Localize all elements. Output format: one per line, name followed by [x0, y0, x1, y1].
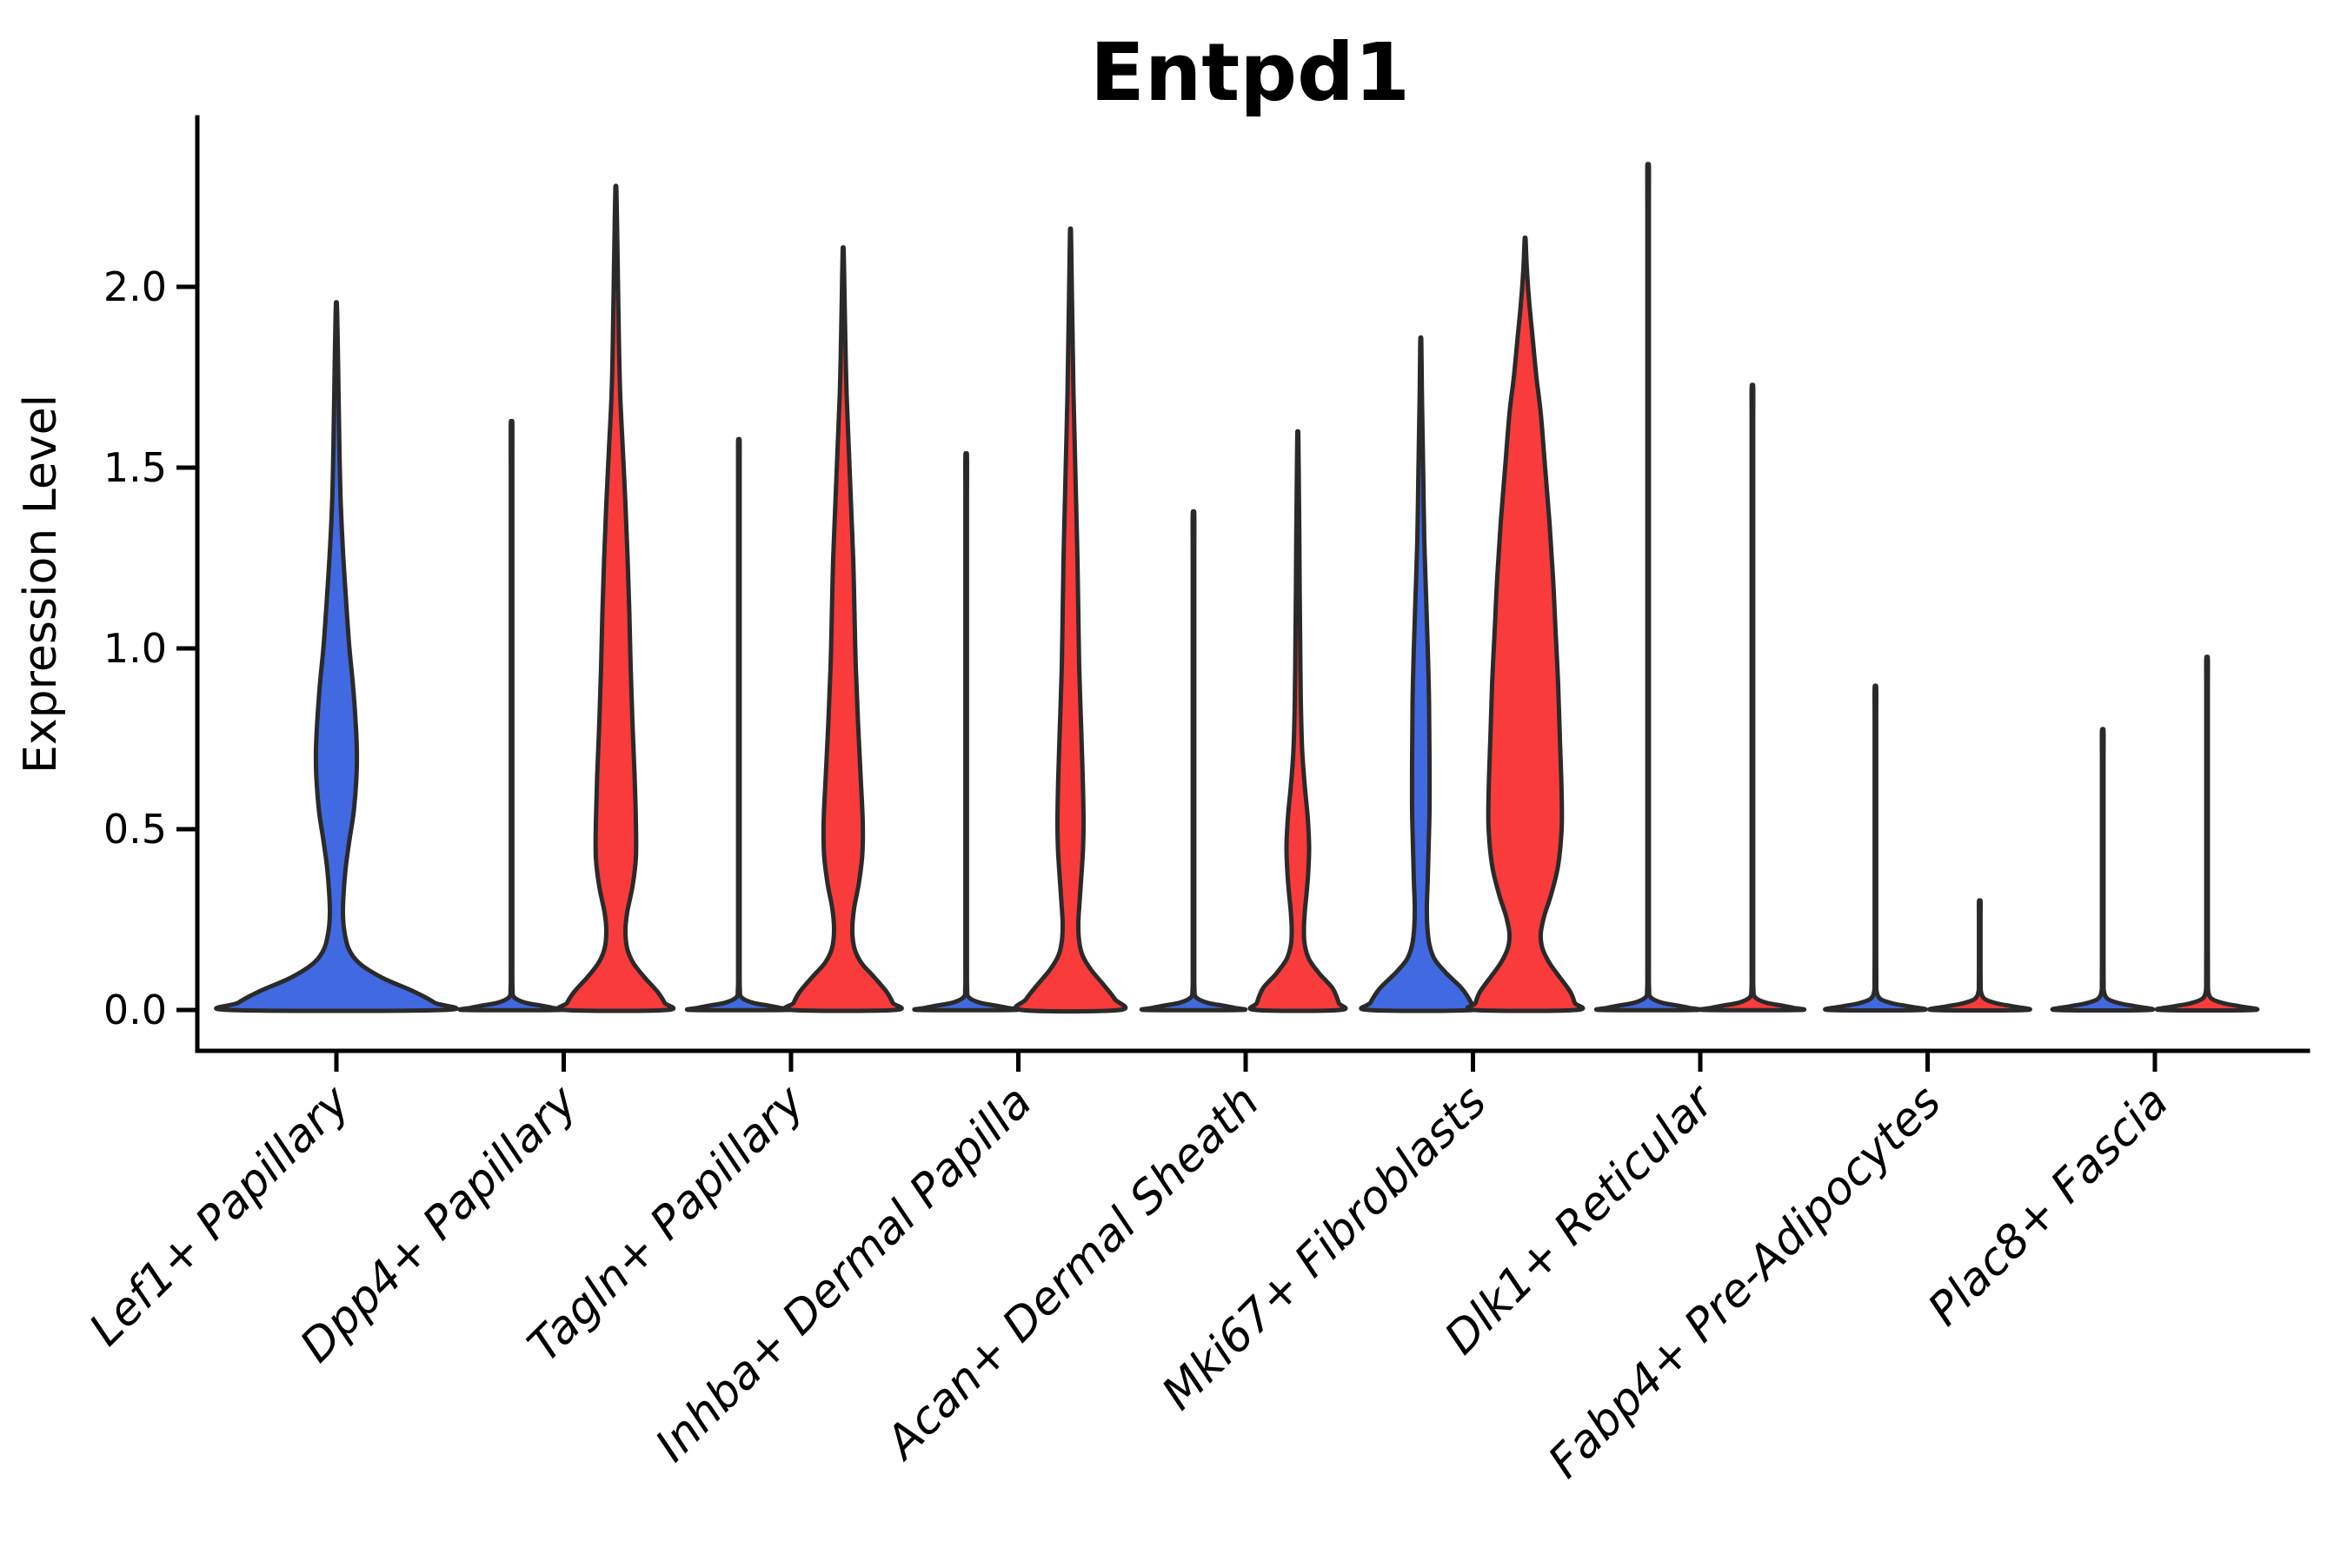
y-tick-label: 0.0 — [103, 987, 167, 1033]
violin-acan-dermal-sheath-left — [1139, 508, 1248, 1013]
violin-dlk1-reticular-right — [1698, 382, 1807, 1013]
violin-dpp4-papillary-left — [457, 418, 566, 1013]
violin-tagln-papillary-right — [782, 245, 904, 1013]
violin-tagln-papillary-left — [684, 436, 794, 1013]
violin-dlk1-reticular-left — [1593, 162, 1703, 1013]
violin-inhba-dermal-papilla-right — [1013, 226, 1128, 1014]
y-tick-label: 0.5 — [103, 806, 167, 853]
axis-spines — [195, 115, 2310, 1053]
violin-inhba-dermal-papilla-left — [912, 451, 1021, 1013]
y-tick-label: 1.0 — [103, 625, 167, 672]
violin-mki67-fibroblasts-right — [1465, 235, 1586, 1013]
violin-mki67-fibroblasts-left — [1359, 335, 1483, 1013]
x-tick-label: Plac8+ Fascia — [1918, 1076, 2178, 1336]
violin-fabp4-pre-adipocytes-right — [1927, 898, 2032, 1013]
violin-lef1-papillary-single — [214, 300, 459, 1013]
x-tick-label: Acan+ Dermal Sheath — [874, 1076, 1269, 1471]
chart-title: Entpd1 — [1090, 26, 1410, 119]
violin-plac8-fascia-right — [2154, 654, 2260, 1013]
x-tick-label: Fabp4+ Pre-Adipocytes — [1539, 1076, 1951, 1489]
violin-dpp4-papillary-right — [555, 183, 676, 1013]
x-tick-label: Inhba+ Dermal Papilla — [646, 1076, 1042, 1472]
violin-fabp4-pre-adipocytes-left — [1823, 683, 1928, 1013]
y-tick-label: 1.5 — [103, 444, 167, 491]
y-axis-title: Expression Level — [15, 395, 67, 774]
violin-acan-dermal-sheath-right — [1247, 429, 1348, 1013]
y-tick-label: 2.0 — [103, 263, 167, 310]
violin-plac8-fascia-left — [2050, 727, 2156, 1013]
